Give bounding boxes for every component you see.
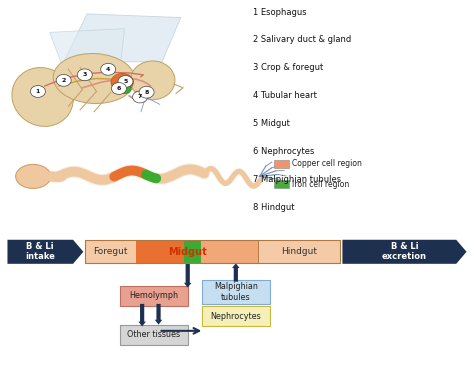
Polygon shape: [50, 28, 125, 69]
Text: 3 Crop & foregut: 3 Crop & foregut: [254, 63, 324, 72]
Text: 8: 8: [145, 90, 149, 94]
Text: 1 Esophagus: 1 Esophagus: [254, 8, 307, 16]
Text: B & Li
excretion: B & Li excretion: [382, 242, 427, 261]
FancyBboxPatch shape: [184, 240, 201, 263]
FancyArrow shape: [155, 304, 162, 325]
FancyArrow shape: [138, 304, 146, 326]
Text: 2: 2: [62, 78, 66, 83]
Text: 1: 1: [36, 89, 40, 94]
Text: 6 Nephrocytes: 6 Nephrocytes: [254, 147, 315, 156]
Text: Hindgut: Hindgut: [281, 247, 317, 256]
Text: 7: 7: [138, 94, 142, 99]
Circle shape: [118, 75, 133, 87]
Text: Midgut: Midgut: [168, 247, 207, 257]
Ellipse shape: [53, 54, 135, 104]
FancyArrow shape: [8, 240, 83, 264]
FancyBboxPatch shape: [274, 180, 289, 188]
Circle shape: [77, 69, 92, 81]
Text: 7 Malpighian tubules: 7 Malpighian tubules: [254, 175, 342, 184]
FancyBboxPatch shape: [274, 160, 289, 168]
FancyBboxPatch shape: [120, 286, 188, 306]
FancyBboxPatch shape: [136, 240, 184, 263]
Text: Malpighian
tubules: Malpighian tubules: [214, 282, 258, 302]
FancyArrow shape: [232, 263, 239, 282]
FancyBboxPatch shape: [120, 325, 188, 345]
Ellipse shape: [130, 61, 175, 100]
Circle shape: [139, 86, 154, 98]
FancyBboxPatch shape: [136, 240, 258, 263]
Circle shape: [111, 82, 127, 94]
Ellipse shape: [111, 74, 134, 91]
Text: Nephrocytes: Nephrocytes: [210, 312, 261, 321]
Ellipse shape: [16, 164, 51, 188]
FancyArrow shape: [184, 263, 191, 288]
FancyBboxPatch shape: [85, 240, 136, 263]
Text: 5: 5: [123, 79, 128, 84]
Text: Hemolymph: Hemolymph: [129, 291, 178, 300]
Circle shape: [118, 83, 131, 94]
Text: 8 Hindgut: 8 Hindgut: [254, 203, 295, 212]
Circle shape: [56, 75, 71, 86]
FancyBboxPatch shape: [202, 306, 270, 326]
Circle shape: [133, 91, 147, 103]
Text: Other tissues: Other tissues: [128, 330, 181, 339]
Text: Copper cell region: Copper cell region: [292, 159, 362, 168]
Text: B & Li
intake: B & Li intake: [25, 242, 55, 261]
Ellipse shape: [12, 68, 73, 126]
FancyBboxPatch shape: [258, 240, 340, 263]
Polygon shape: [64, 14, 181, 62]
Circle shape: [30, 86, 46, 98]
Text: Foregut: Foregut: [93, 247, 128, 256]
Text: 6: 6: [117, 86, 121, 91]
FancyArrow shape: [342, 240, 466, 264]
Text: Iron cell region: Iron cell region: [292, 180, 349, 189]
FancyBboxPatch shape: [202, 280, 270, 304]
Text: 4: 4: [106, 67, 110, 72]
Circle shape: [100, 63, 116, 75]
Text: 4 Tubular heart: 4 Tubular heart: [254, 91, 317, 100]
Text: 2 Salivary duct & gland: 2 Salivary duct & gland: [254, 35, 352, 44]
Text: 3: 3: [82, 72, 87, 77]
Text: 5 Midgut: 5 Midgut: [254, 119, 290, 128]
